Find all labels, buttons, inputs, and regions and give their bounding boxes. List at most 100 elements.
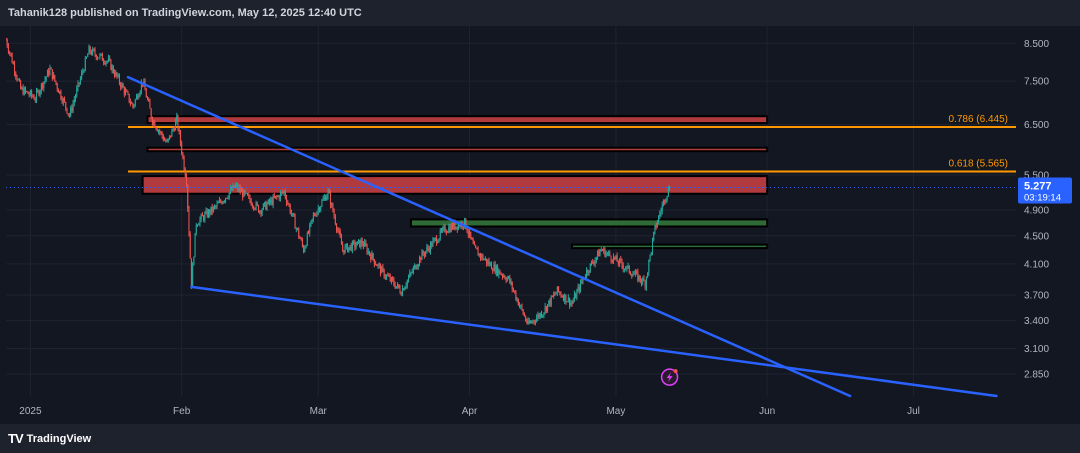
candle-body [428,248,430,252]
candle-body [651,239,653,253]
chart-area[interactable]: 0.786 (6.445) 0.618 (5.565) 8.500 7.500 6.5… [6,26,1074,422]
candle-body [456,226,458,230]
candle-body [240,190,242,192]
candle-body [136,95,138,100]
candle-body [386,275,388,278]
candle-body [289,205,291,213]
candle-body [56,83,58,90]
candle-body [438,238,440,242]
candle-body [221,202,223,204]
candle-body [6,39,8,47]
candle-body [138,95,140,99]
x-tick-label: Feb [173,406,191,417]
candle-body [137,95,139,99]
candle-body [153,121,155,124]
candle-body [223,200,225,202]
candle-body [279,192,281,199]
candle-body [619,259,621,265]
candle-body [340,237,342,245]
candle-body [580,281,582,291]
candle-body [21,87,23,89]
candle-body [427,247,429,249]
candle-body [408,277,410,281]
candle-body [71,107,73,111]
candle-body [84,58,86,71]
resistance-zone [146,115,769,125]
candle-body [320,206,322,211]
candle-body [600,249,602,251]
candle-body [73,99,75,104]
candle-body [332,203,334,212]
candle-body [419,257,421,265]
candle-body [109,58,111,60]
candle-body [373,259,375,265]
candle-body [234,185,236,188]
candle-body [382,267,384,270]
candle-body [505,278,507,281]
candle-body [591,261,593,264]
candle-body [229,188,231,193]
candle-body [311,218,313,221]
candle-body [95,54,97,59]
candle-body [250,200,252,206]
candle-body [588,271,590,273]
candle-body [116,72,118,77]
candle-body [29,90,31,96]
candle-body [32,95,34,97]
candle-body [115,72,117,76]
candle-body [150,108,152,118]
candle-body [555,293,557,295]
notification-dot [673,369,678,374]
candle-body [486,258,488,264]
candle-body [305,245,307,248]
candle-body [70,107,72,116]
y-tick-label: 7.500 [1024,77,1049,88]
candle-body [540,313,542,317]
candle-body [247,193,249,196]
candle-body [395,286,397,289]
candle-body [370,254,372,260]
candle-body [645,277,647,288]
candle-body [388,276,390,278]
candle-body [643,278,645,281]
trendline-lower [190,285,998,398]
candle-body [451,224,453,229]
candle-body [393,280,395,285]
candle-body [509,276,511,283]
candle-body [72,103,74,111]
candle-body [392,277,394,281]
candle-body [51,69,53,79]
candle-body [449,226,451,232]
candle-body [125,90,127,95]
candle-body [492,269,494,272]
candle-body [42,83,44,89]
candle-body [349,245,351,248]
candle-body [114,72,116,76]
candle-body [88,46,90,55]
candle-body [249,196,251,201]
candle-body [561,296,563,298]
candle-body [379,264,381,274]
candle-body [216,203,218,207]
candle-body [329,193,331,206]
candle-body [190,258,192,287]
candle-body [60,91,62,99]
trendline-upper [126,75,852,398]
candle-body [178,129,180,132]
candle-body [658,216,660,223]
candle-body [23,87,25,95]
candle-body [154,121,156,128]
tradingview-brand[interactable]: TV TradingView [0,431,91,446]
candle-body [454,222,456,230]
candle-body [421,251,423,260]
price-chart[interactable]: 0.786 (6.445) 0.618 (5.565) 8.500 7.500 6.5… [6,26,1074,422]
candle-body [503,276,505,278]
candle-body [328,189,330,194]
candle-body [594,260,596,264]
candle-body [560,293,562,297]
candle-body [33,96,35,100]
candle-body [294,216,296,229]
candle-body [445,231,447,233]
candle-body [11,54,13,63]
candle-body [482,254,484,260]
